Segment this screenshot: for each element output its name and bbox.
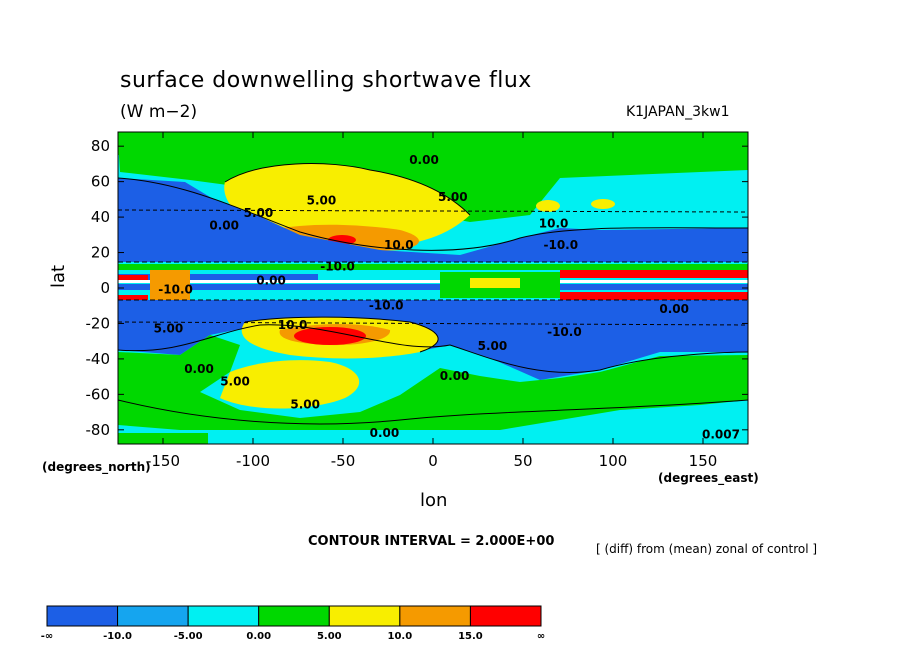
y-tick-label: 80: [91, 137, 110, 155]
x-axis-units: (degrees_east): [658, 471, 759, 485]
contour-label: 0.00: [370, 426, 400, 440]
contour-label: 5.00: [154, 321, 184, 335]
contour-label: 5.00: [244, 206, 274, 220]
contour-label: 5.00: [307, 194, 337, 208]
legend-swatch: [328, 605, 401, 627]
contour-label: 5.00: [438, 190, 468, 204]
contour-label: 10.0: [384, 238, 414, 252]
x-tick-label: -100: [236, 452, 270, 470]
y-tick-label: -20: [86, 314, 111, 332]
legend-label: 5.00: [317, 631, 342, 642]
x-tick-label: -150: [146, 452, 180, 470]
y-axis-units: (degrees_north): [42, 460, 151, 474]
contour-label: 0.00: [256, 273, 286, 287]
legend-label: 0.00: [246, 631, 271, 642]
legend-label: 10.0: [388, 631, 413, 642]
y-tick-label: 60: [91, 173, 110, 191]
x-tick-label: 150: [689, 452, 718, 470]
x-tick-label: 50: [513, 452, 532, 470]
units-label: (W m−2): [120, 102, 198, 122]
diff-note: [ (diff) from (mean) zonal of control ]: [596, 542, 818, 556]
y-tick-label: 40: [91, 208, 110, 226]
contour-label: 0.007: [702, 428, 740, 442]
dataset-label: K1JAPAN_3kw1: [626, 104, 730, 120]
contour-label: 0.00: [440, 369, 470, 383]
contour-label: 0.00: [659, 302, 689, 316]
y-tick-label: -40: [86, 350, 111, 368]
legend-swatch: [46, 605, 119, 627]
x-axis-label: lon: [420, 490, 448, 511]
contour-label: 0.00: [184, 362, 214, 376]
contour-label: -10.0: [544, 238, 579, 252]
legend-swatch: [469, 605, 542, 627]
x-tick-label: 0: [428, 452, 438, 470]
contour-label: 10.0: [539, 217, 569, 231]
contour-label: 0.00: [409, 153, 439, 167]
legend-swatch: [399, 605, 471, 627]
contour-label: -10.0: [320, 259, 355, 273]
x-tick-label: 100: [599, 452, 628, 470]
legend-label: -5.00: [174, 631, 203, 642]
legend-label: -∞: [41, 631, 53, 642]
contour-label: 5.00: [220, 375, 250, 389]
y-tick-label: -60: [86, 385, 111, 403]
y-tick-label: 0: [100, 279, 110, 297]
contour-interval: CONTOUR INTERVAL = 2.000E+00: [308, 534, 555, 549]
contour-label: -10.0: [547, 325, 582, 339]
y-tick-label: 20: [91, 244, 110, 262]
legend-swatch: [117, 605, 189, 627]
legend-swatch: [258, 605, 330, 627]
y-tick-label: -80: [86, 421, 111, 439]
contour-label: -10.0: [369, 298, 404, 312]
chart-title: surface downwelling shortwave flux: [120, 68, 532, 93]
legend-label: 15.0: [458, 631, 483, 642]
legend-label: ∞: [537, 631, 545, 642]
contour-label: 0.00: [209, 219, 239, 233]
contour-label: 10.0: [278, 318, 308, 332]
legend-label: -10.0: [103, 631, 132, 642]
x-tick-label: -50: [331, 452, 356, 470]
legend-swatch: [187, 605, 260, 627]
contour-label: -10.0: [158, 282, 193, 296]
contour-label: 5.00: [478, 339, 508, 353]
contour-label: 5.00: [290, 398, 320, 412]
